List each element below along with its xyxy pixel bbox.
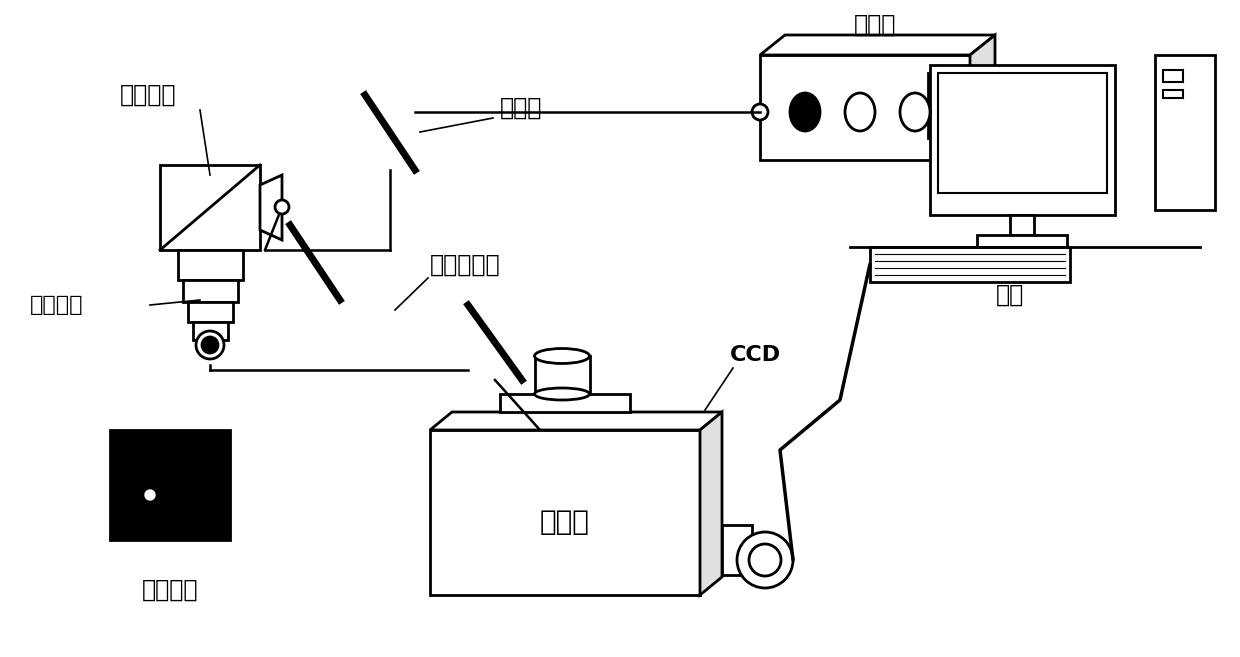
Bar [928, 73, 956, 138]
Bar [722, 525, 751, 575]
Bar [930, 65, 1115, 215]
Circle shape [145, 490, 155, 500]
Text: 电脑: 电脑 [996, 283, 1024, 307]
Circle shape [275, 200, 289, 214]
Bar [430, 430, 701, 595]
Bar [977, 235, 1066, 247]
Bar [1163, 90, 1183, 98]
Bar [179, 250, 243, 280]
Text: 光谱仪: 光谱仪 [541, 508, 590, 536]
Bar [534, 356, 590, 394]
Ellipse shape [534, 388, 589, 400]
Ellipse shape [844, 93, 875, 131]
Ellipse shape [790, 93, 820, 131]
Circle shape [202, 337, 218, 353]
Bar [760, 55, 970, 160]
Text: 拉曼散射光: 拉曼散射光 [430, 253, 501, 277]
Text: 激光器: 激光器 [854, 13, 897, 37]
Polygon shape [970, 35, 994, 160]
Bar [160, 165, 260, 250]
Bar [1154, 55, 1215, 210]
Circle shape [751, 104, 768, 120]
Bar [870, 247, 1070, 282]
Bar [1011, 215, 1034, 235]
Text: 拉曼探头: 拉曼探头 [120, 83, 176, 107]
Ellipse shape [900, 93, 930, 131]
Circle shape [737, 532, 794, 588]
Polygon shape [701, 412, 722, 595]
Polygon shape [260, 175, 281, 240]
Bar [193, 322, 228, 340]
Bar [500, 394, 630, 412]
Polygon shape [760, 35, 994, 55]
Bar [110, 430, 229, 540]
Ellipse shape [534, 348, 589, 363]
Bar [937, 73, 1107, 193]
Text: 显微物镜: 显微物镜 [30, 295, 83, 315]
Text: CCD: CCD [730, 345, 781, 365]
Circle shape [749, 544, 781, 576]
Text: 入射光: 入射光 [500, 96, 542, 120]
Bar [932, 77, 952, 134]
Circle shape [196, 331, 224, 359]
Bar [184, 280, 238, 302]
Polygon shape [430, 412, 722, 430]
Text: 待检样品: 待检样品 [141, 578, 198, 602]
Bar [1163, 70, 1183, 82]
Bar [188, 302, 233, 322]
